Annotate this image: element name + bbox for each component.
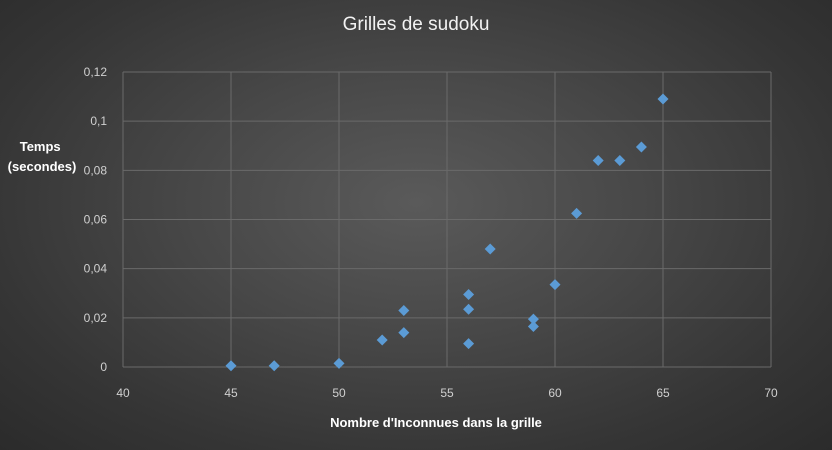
grid-lines [122,71,772,368]
data-point [463,288,475,300]
x-tick-label: 60 [548,386,562,400]
y-tick-label: 0,04 [84,262,108,276]
data-point [268,360,280,372]
data-points [225,93,669,372]
x-tick-label: 65 [656,386,670,400]
chart-title: Grilles de sudoku [343,14,490,35]
data-point [657,93,669,105]
y-tick-label: 0,02 [84,311,108,325]
x-tick-label: 40 [116,386,130,400]
y-tick-label: 0 [100,360,107,374]
data-point [225,360,237,372]
y-tick-label: 0,12 [84,65,108,79]
data-point [333,357,345,369]
y-axis-label-line-1: Temps [20,139,61,154]
data-point [463,338,475,350]
data-point [398,304,410,316]
y-axis-label: Temps (secondes) [8,139,77,174]
data-point [376,334,388,346]
data-point [592,155,604,166]
x-axis-label: Nombre d'Inconnues dans la grille [330,415,542,430]
data-point [398,327,410,339]
y-axis-label-line-2: (secondes) [8,159,77,174]
x-tick-label: 45 [224,386,238,400]
x-tick-label: 50 [332,386,346,400]
data-point [549,279,561,291]
data-point [463,303,475,315]
x-axis-ticks: 40 45 50 55 60 65 70 [116,386,778,400]
data-point [484,243,496,255]
x-tick-label: 55 [440,386,454,400]
x-tick-label: 70 [764,386,778,400]
y-axis-ticks: 0 0,02 0,04 0,06 0,08 0,1 0,12 [84,65,108,374]
data-point [635,141,647,153]
y-tick-label: 0,1 [90,114,107,128]
data-point [571,207,583,219]
data-point [527,320,539,332]
y-tick-label: 0,06 [84,213,108,227]
data-point [614,155,626,166]
data-point [527,313,539,325]
y-tick-label: 0,08 [84,163,108,177]
